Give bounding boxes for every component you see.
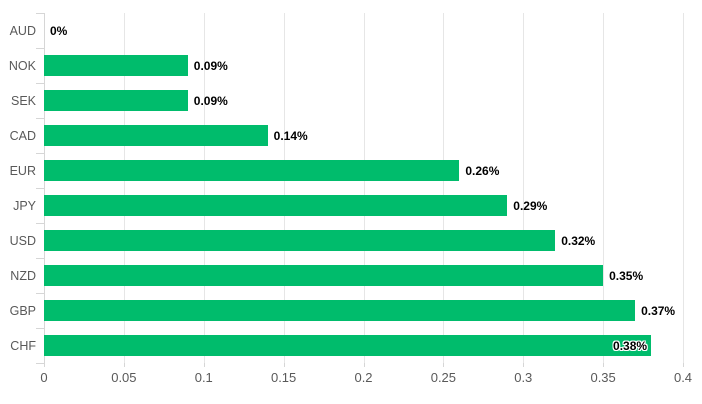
x-axis-tick-label: 0.25 [430,370,457,385]
gridline [603,13,605,363]
bar-sek[interactable] [44,90,188,111]
category-label-jpy: JPY [13,198,36,213]
y-axis-tick [36,328,44,329]
y-axis-tick [36,83,44,84]
x-axis-tick-label: 0 [40,370,48,385]
value-label-nzd: 0.35% [609,268,644,283]
category-label-chf: CHF [10,338,36,353]
x-axis-tick-label: 0.1 [194,370,213,385]
value-label-chf: 0.38% [613,338,648,353]
gridline [123,13,125,363]
x-axis-tick [523,363,525,367]
bar-usd[interactable] [44,230,556,251]
value-label-usd: 0.32% [561,233,596,248]
value-label-eur: 0.26% [465,163,500,178]
bar-jpy[interactable] [44,195,508,216]
y-axis-tick [36,48,44,49]
y-axis-line [44,13,45,367]
category-label-aud: AUD [9,23,36,38]
gridline [283,13,285,363]
category-label-nok: NOK [8,58,36,73]
y-axis-tick [36,258,44,259]
gridline [443,13,445,363]
x-axis-tick-label: 0.4 [673,370,693,385]
gridline [683,13,684,363]
x-axis-tick-label: 0.3 [514,370,533,385]
bar-gbp[interactable] [44,300,636,321]
y-axis-tick [36,363,44,364]
category-label-sek: SEK [10,93,36,108]
y-axis-tick [36,188,44,189]
x-axis-tick [283,363,285,367]
x-axis-tick [123,363,125,367]
y-axis-tick [36,153,44,154]
x-axis-tick [203,363,205,367]
category-label-nzd: NZD [10,268,36,283]
y-axis-tick [36,118,44,119]
category-label-eur: EUR [9,163,36,178]
bar-eur[interactable] [44,160,460,181]
x-axis-tick [683,363,684,367]
gridline [523,13,525,363]
y-axis-tick [36,293,44,294]
x-axis-tick-label: 0.15 [270,370,297,385]
gridline [363,13,365,363]
value-label-gbp: 0.37% [641,303,676,318]
x-axis-tick [443,363,445,367]
bar-chf[interactable] [44,335,652,356]
x-axis-tick-label: 0.2 [354,370,373,385]
y-axis-tick [36,223,44,224]
bar-nzd[interactable] [44,265,604,286]
x-axis-tick [363,363,365,367]
value-label-jpy: 0.29% [513,198,548,213]
gridline [203,13,205,363]
value-label-sek: 0.09% [193,93,228,108]
bar-cad[interactable] [44,125,268,146]
category-label-usd: USD [9,233,36,248]
x-axis-tick-label: 0.35 [590,370,616,385]
category-label-gbp: GBP [9,303,36,318]
category-label-cad: CAD [9,128,36,143]
value-label-cad: 0.14% [273,128,308,143]
x-axis-tick-label: 0.05 [111,370,137,385]
value-label-aud: 0% [50,23,68,38]
value-label-nok: 0.09% [193,58,228,73]
bar-nok[interactable] [44,55,188,76]
y-axis-tick [36,13,44,14]
x-axis-tick [603,363,605,367]
